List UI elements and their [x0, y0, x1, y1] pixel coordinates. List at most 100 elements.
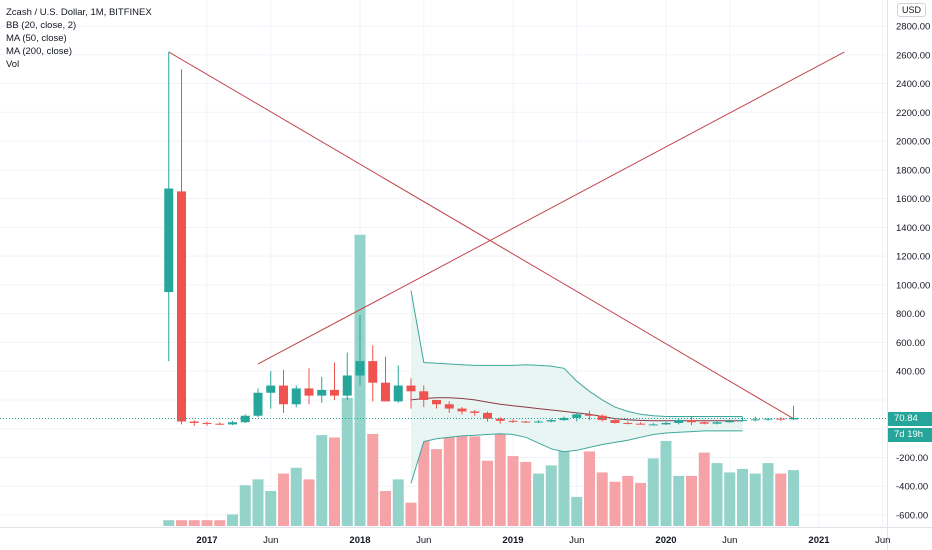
candle-body	[177, 191, 186, 422]
time-tick-label: Jun	[722, 535, 737, 546]
price-tick-label: 1800.00	[896, 165, 930, 176]
volume-bar	[456, 432, 468, 526]
time-tick-label: 2017	[196, 535, 217, 546]
volume-bar	[265, 491, 277, 526]
volume-bar	[533, 473, 544, 526]
candle-body	[763, 418, 773, 420]
candle-body	[597, 415, 607, 421]
candle-body	[189, 421, 199, 423]
candle-body	[789, 417, 798, 420]
price-tick-label: 2800.00	[896, 22, 930, 33]
volume-bar	[469, 436, 481, 526]
candle-body	[725, 420, 735, 423]
volume-bar	[711, 463, 723, 526]
volume-bar	[329, 437, 340, 526]
candle-body	[342, 375, 352, 396]
volume-bar	[443, 419, 455, 526]
price-tick-label: 1600.00	[896, 194, 930, 205]
candle-body	[279, 385, 288, 405]
indicator-legend: Zcash / U.S. Dollar, 1M, BITFINEX BB (20…	[6, 6, 152, 71]
candle-body	[572, 414, 582, 418]
candle-body	[661, 422, 671, 425]
candle-body	[534, 421, 543, 423]
volume-bar	[596, 472, 608, 526]
candle-body	[368, 361, 378, 383]
volume-bar	[431, 449, 442, 526]
volume-bar	[686, 475, 697, 526]
candle-body	[419, 391, 429, 400]
volume-bar	[278, 473, 289, 526]
candle-body	[738, 420, 747, 422]
volume-bar	[316, 435, 328, 526]
candles	[164, 51, 798, 426]
candle-body	[330, 389, 339, 396]
trendlines[interactable]	[168, 51, 845, 420]
volume-bar	[176, 520, 187, 526]
price-tick-label: -200.00	[896, 453, 928, 464]
volume-bar	[647, 458, 659, 526]
candle-body	[712, 422, 722, 424]
trendline	[168, 51, 794, 420]
volume-bar	[227, 514, 238, 526]
price-tick-label: 1200.00	[896, 252, 930, 263]
volume-bar	[290, 467, 302, 526]
volume-bar	[163, 520, 175, 526]
volume-bar	[214, 520, 226, 526]
volume-bar	[482, 460, 493, 526]
price-tick-label: 2400.00	[896, 79, 930, 90]
volume-bar	[494, 409, 506, 526]
price-tick-label: -400.00	[896, 482, 928, 493]
time-tick-label: 2020	[655, 535, 676, 546]
bb-upper-line	[410, 290, 743, 417]
price-tick-label: 2600.00	[896, 50, 930, 61]
price-tick-label: -600.00	[896, 511, 928, 522]
volume-bar	[252, 479, 264, 526]
legend-vol[interactable]: Vol	[6, 59, 20, 70]
volume-bar	[622, 475, 634, 526]
price-tick-label: 2000.00	[896, 137, 930, 148]
bb-fill	[411, 290, 743, 484]
volume-bar	[367, 433, 379, 526]
currency-button[interactable]: USD	[896, 3, 926, 17]
time-tick-label: Jun	[569, 535, 584, 546]
legend-ma50[interactable]: MA (50, close)	[6, 33, 67, 44]
price-tick-label: 600.00	[896, 338, 925, 349]
symbol-title[interactable]: Zcash / U.S. Dollar, 1M, BITFINEX	[6, 7, 152, 18]
candle-body	[636, 423, 645, 425]
time-tick-label: Jun	[263, 535, 278, 546]
candle-body	[215, 423, 225, 425]
volume-bar	[558, 440, 570, 526]
candle-body	[470, 411, 480, 413]
volume-bar	[201, 520, 213, 526]
volume-bar	[380, 491, 391, 526]
candle-body	[266, 385, 276, 393]
candle-body	[317, 389, 327, 396]
price-tick-label: 400.00	[896, 367, 925, 378]
candle-body	[623, 422, 633, 424]
volume-bar	[418, 410, 430, 526]
legend-ma200[interactable]: MA (200, close)	[6, 46, 72, 57]
price-tick-label: 1400.00	[896, 223, 930, 234]
candle-body	[776, 418, 786, 420]
chart-grid	[0, 0, 887, 527]
legend-bb[interactable]: BB (20, close, 2)	[6, 20, 77, 31]
candle-body	[202, 422, 212, 424]
candle-body	[393, 385, 403, 402]
candle-body	[381, 382, 390, 402]
candle-body	[750, 419, 760, 421]
time-tick-label: 2019	[502, 535, 523, 546]
candle-body	[546, 420, 556, 422]
candle-body	[432, 399, 441, 405]
time-tick-label: Jun	[875, 535, 890, 546]
bb-lower-line	[410, 430, 743, 484]
time-tick-label: Jun	[416, 535, 431, 546]
candle-body	[585, 414, 594, 416]
candle-body	[648, 424, 658, 426]
candle-body	[687, 420, 696, 423]
volume-bar	[303, 479, 315, 526]
candle-body	[240, 415, 250, 423]
volume-bar	[673, 475, 685, 526]
candle-body	[457, 408, 467, 412]
